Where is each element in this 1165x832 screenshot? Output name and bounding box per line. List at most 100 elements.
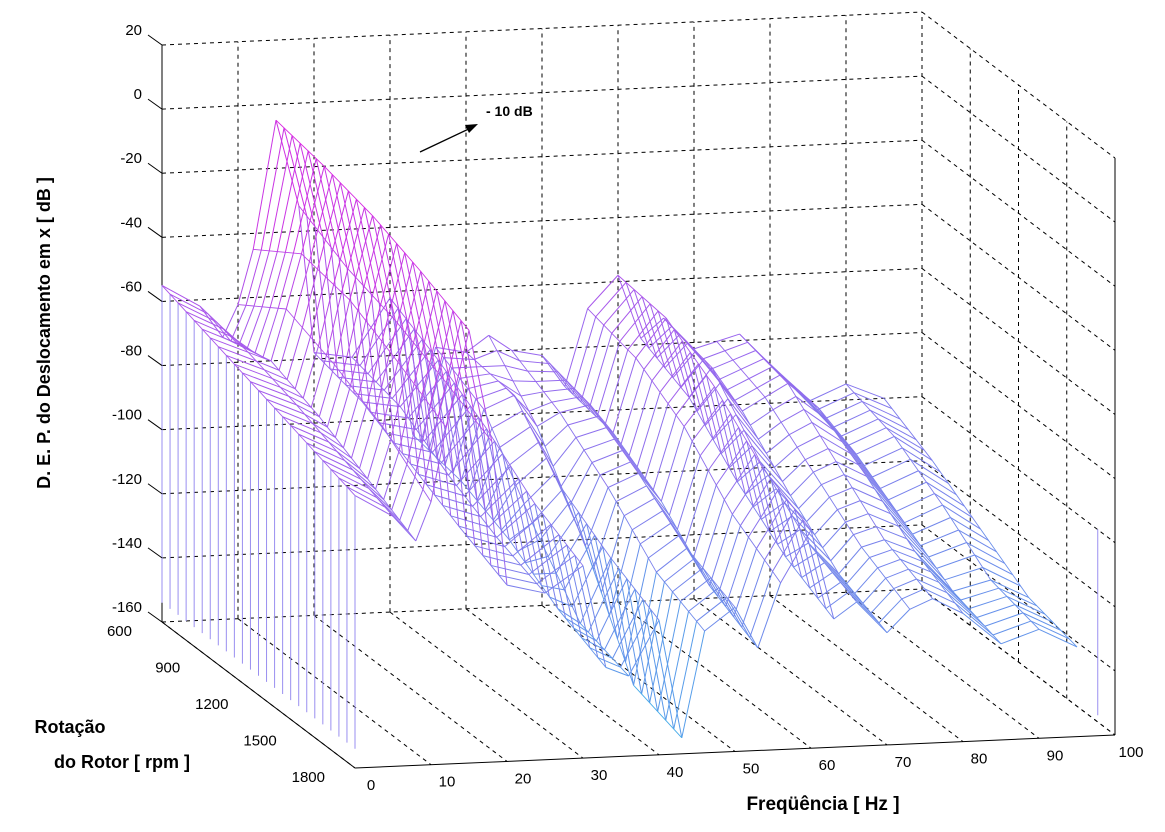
surface-segment: [334, 385, 352, 438]
surface-segment: [283, 127, 308, 217]
surface-segment: [770, 478, 795, 568]
surface-segment: [854, 567, 879, 594]
surface-segment: [557, 371, 582, 403]
surface-segment: [375, 439, 392, 490]
surface-segment: [445, 371, 470, 491]
surface-segment: [185, 311, 225, 330]
surface-segment: [399, 476, 416, 521]
surface-segment: [754, 454, 778, 545]
surface-segment: [350, 406, 368, 459]
surface-segment: [375, 328, 415, 383]
surface-segment: [284, 150, 309, 253]
z-tick-mark: [147, 547, 163, 559]
surface-segment: [966, 542, 1005, 564]
surface-segment: [726, 597, 751, 638]
surface-cross-segment: [562, 489, 612, 559]
surface-segment: [725, 536, 749, 607]
surface-segment: [325, 190, 349, 278]
surface-segment: [619, 303, 651, 342]
surface-segment: [322, 236, 339, 378]
z-axis-label: D. E. P. do Deslocamento em x [ dB ]: [34, 177, 54, 489]
surface-segment: [367, 318, 407, 375]
surface-segment: [877, 558, 901, 569]
surface-cross-segment: [790, 495, 840, 575]
surface-segment: [589, 647, 613, 659]
surface-cross-segment: [349, 299, 399, 363]
surface-segment: [595, 578, 628, 642]
z-tick-mark: [147, 291, 163, 302]
surface-segment: [900, 558, 932, 573]
surface-cross-segment: [807, 401, 857, 455]
surface-segment: [575, 427, 607, 438]
surface-cross-segment: [247, 352, 297, 406]
z-tick-label: -40: [120, 214, 142, 231]
surface-segment: [330, 247, 347, 386]
surface-segment: [440, 416, 479, 465]
surface-segment: [858, 464, 897, 512]
surface-cross-segment: [275, 119, 325, 167]
surface-segment: [285, 253, 302, 310]
surface-cross-segment: [808, 542, 857, 603]
surface-segment: [169, 293, 209, 315]
surface-segment: [430, 427, 447, 502]
surface-segment: [807, 383, 847, 403]
surface-segment: [974, 554, 1013, 576]
surface-segment: [633, 289, 658, 359]
surface-cross-segment: [589, 404, 639, 474]
surface-segment: [346, 486, 386, 508]
surface-mesh: [161, 119, 1099, 749]
surface-cross-segment: [838, 573, 888, 633]
surface-segment: [705, 375, 730, 468]
surface-segment: [847, 427, 887, 446]
surface-segment: [544, 565, 584, 594]
surface-segment: [764, 382, 789, 398]
surface-segment: [932, 598, 964, 614]
surface-segment: [954, 602, 994, 636]
surface-segment: [780, 409, 805, 423]
surface-segment: [483, 394, 515, 410]
surface-segment: [275, 120, 300, 206]
surface-segment: [731, 467, 764, 515]
surface-cross-segment: [739, 333, 789, 384]
surface-segment: [557, 607, 581, 624]
surface-segment: [608, 529, 633, 616]
surface-segment: [718, 587, 743, 628]
y-tick-label: 1500: [243, 733, 276, 750]
z-tick-label: -160: [112, 599, 142, 616]
grid-line-floor-x: [237, 618, 432, 766]
surface-segment: [365, 234, 390, 321]
surface-segment: [382, 361, 399, 427]
surface-segment: [665, 318, 690, 398]
surface-segment: [581, 637, 605, 651]
surface-segment: [610, 557, 635, 686]
surface-segment: [664, 557, 696, 583]
surface-segment: [500, 503, 525, 531]
surface-segment: [845, 383, 885, 399]
surface-segment: [832, 572, 864, 604]
surface-segment: [511, 349, 543, 356]
surface-cross-segment: [346, 267, 396, 321]
surface-segment: [564, 308, 589, 387]
surface-segment: [1038, 628, 1078, 648]
surface-cross-segment: [861, 546, 911, 610]
surface-segment: [367, 426, 384, 479]
surface-segment: [840, 581, 872, 614]
surface-segment: [193, 319, 233, 338]
surface-cross-segment: [508, 539, 558, 609]
surface-segment: [318, 364, 335, 417]
surface-segment: [733, 387, 758, 402]
surface-cross-segment: [884, 539, 933, 599]
surface-cross-segment: [914, 550, 964, 614]
x-tick-label: 50: [743, 761, 760, 778]
surface-segment: [790, 471, 814, 496]
surface-segment: [868, 513, 899, 527]
surface-segment: [536, 555, 576, 585]
surface-segment: [314, 226, 331, 370]
surface-segment: [352, 469, 376, 490]
surface-segment: [258, 390, 297, 406]
surface-segment: [452, 310, 477, 421]
surface-segment: [535, 379, 567, 382]
surface-segment: [300, 166, 325, 254]
surface-segment: [268, 135, 293, 251]
surface-segment: [586, 523, 610, 616]
